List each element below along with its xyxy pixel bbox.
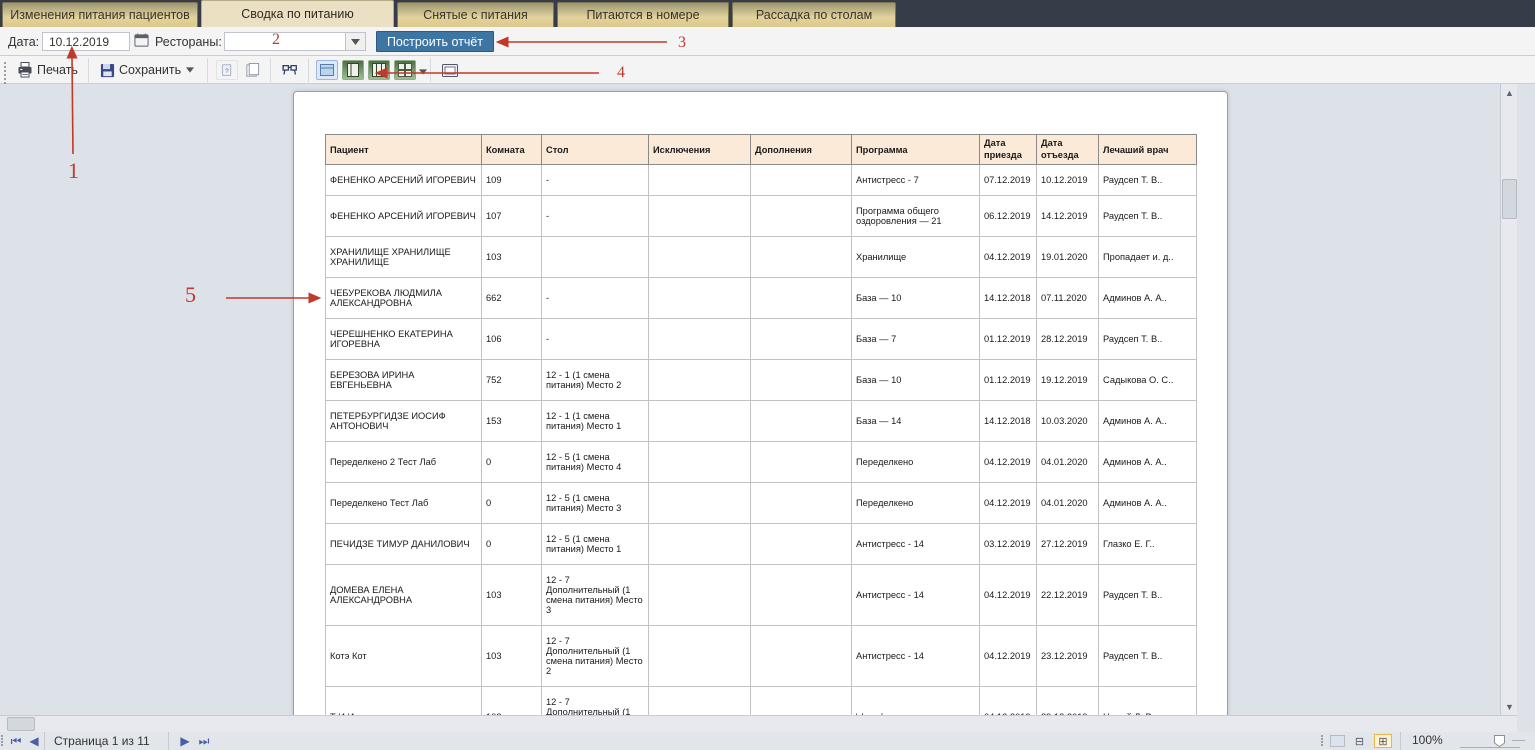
svg-text:?: ?: [225, 67, 229, 74]
